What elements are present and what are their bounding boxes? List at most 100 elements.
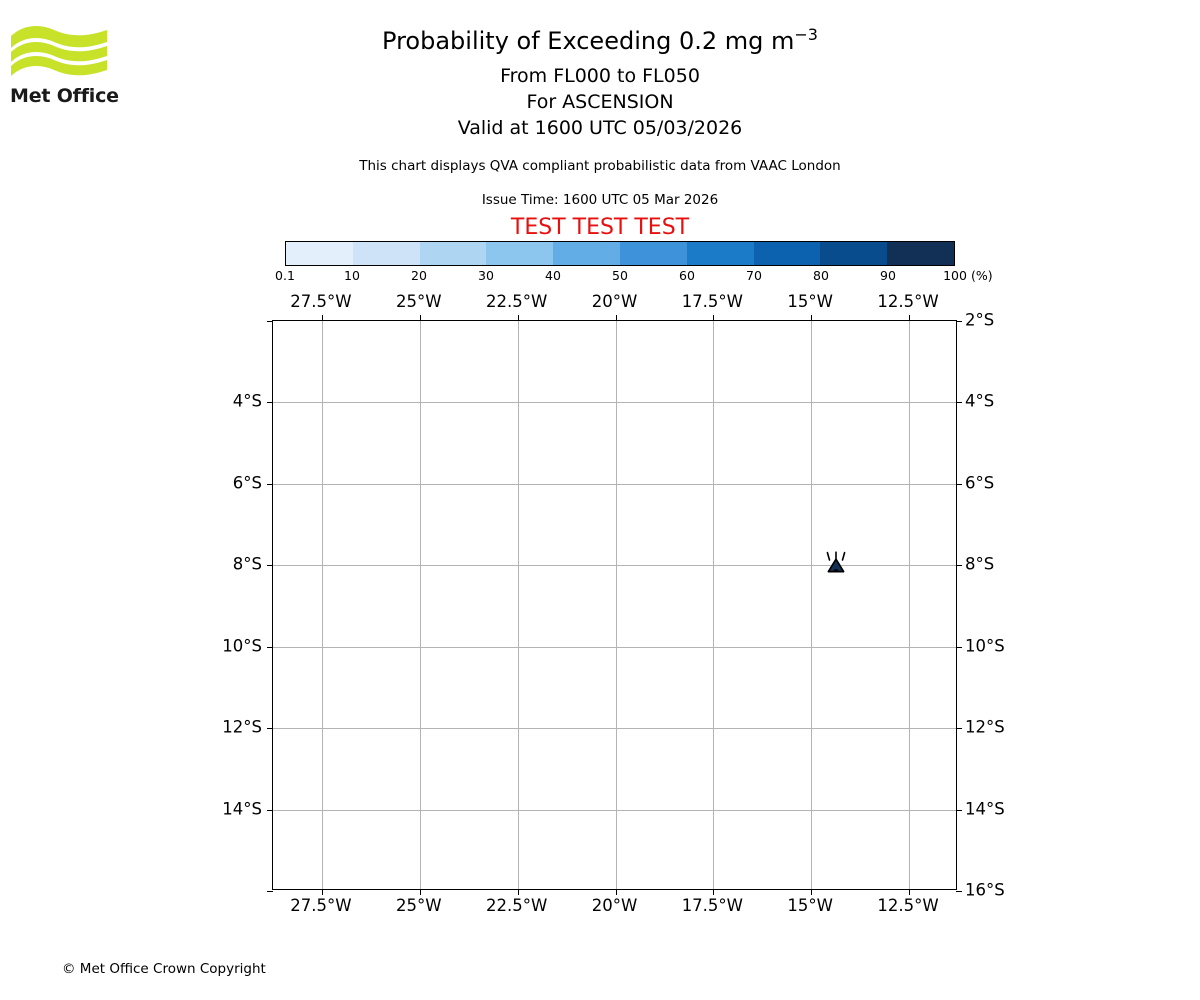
flight-level-subtitle: From FL000 to FL050 bbox=[500, 65, 700, 87]
colorbar-tick-30: 30 bbox=[478, 268, 494, 283]
colorbar-segment-0 bbox=[286, 242, 353, 265]
colorbar-segment-9 bbox=[887, 242, 954, 265]
colorbar-segment-2 bbox=[419, 242, 487, 265]
gridline-vertical-22.5°W bbox=[517, 321, 519, 889]
tickmark-right-4°S bbox=[956, 402, 962, 404]
qva-compliance-note: This chart displays QVA compliant probab… bbox=[359, 158, 841, 174]
colorbar-tick-90: 90 bbox=[880, 268, 896, 283]
lon-label-bottom-15°W: 15°W bbox=[787, 896, 833, 915]
colorbar-segment-5 bbox=[619, 242, 687, 265]
tickmark-right-16°S bbox=[956, 891, 962, 892]
chart-title-exponent: −3 bbox=[794, 25, 818, 44]
lat-label-left-10°S: 10°S bbox=[222, 636, 262, 656]
lon-label-bottom-27.5°W: 27.5°W bbox=[290, 896, 352, 915]
met-office-logo-text: Met Office bbox=[10, 85, 119, 107]
tickmark-right-12°S bbox=[956, 728, 962, 730]
latitude-axis-labels-right: 2°S 4°S 6°S 8°S 10°S 12°S 14°S 16°S bbox=[965, 311, 1085, 900]
gridline-horizontal-6°S bbox=[273, 483, 956, 485]
probability-colorbar bbox=[285, 241, 955, 266]
tickmark-left-12°S bbox=[267, 728, 273, 730]
tickmark-bottom-20°W bbox=[615, 889, 617, 895]
chart-title-text: Probability of Exceeding 0.2 mg m bbox=[382, 27, 795, 55]
tickmark-right-6°S bbox=[956, 483, 962, 485]
colorbar-tick-0.1: 0.1 bbox=[275, 268, 295, 283]
colorbar-tick-80: 80 bbox=[813, 268, 829, 283]
lat-label-right-12°S: 12°S bbox=[965, 717, 1005, 737]
gridline-horizontal-4°S bbox=[273, 402, 956, 404]
gridline-vertical-15°W bbox=[811, 321, 813, 889]
colorbar-tick-20: 20 bbox=[411, 268, 427, 283]
tickmark-left-6°S bbox=[267, 483, 273, 485]
lon-label-top-25°W: 25°W bbox=[396, 292, 442, 311]
map-gridlines bbox=[273, 321, 956, 889]
tickmark-bottom-17.5°W bbox=[713, 889, 715, 895]
colorbar-unit-label: (%) bbox=[971, 268, 993, 283]
met-office-logo: Met Office bbox=[10, 22, 120, 114]
tickmark-bottom-12.5°W bbox=[909, 889, 911, 895]
tickmark-left-2°S bbox=[267, 321, 273, 322]
met-office-wave-icon bbox=[11, 26, 107, 76]
valid-time-subtitle: Valid at 1600 UTC 05/03/2026 bbox=[457, 117, 743, 139]
tickmark-top-27.5°W bbox=[321, 315, 323, 321]
lon-label-bottom-12.5°W: 12.5°W bbox=[877, 896, 939, 915]
tickmark-top-20°W bbox=[615, 315, 617, 321]
tickmark-top-22.5°W bbox=[517, 315, 519, 321]
lat-label-right-16°S: 16°S bbox=[965, 880, 1005, 900]
colorbar-tick-70: 70 bbox=[746, 268, 762, 283]
volcano-marker-icon bbox=[825, 551, 847, 575]
colorbar-segment-4 bbox=[553, 242, 620, 265]
tickmark-right-2°S bbox=[956, 321, 962, 322]
tickmark-left-10°S bbox=[267, 646, 273, 648]
lon-label-top-15°W: 15°W bbox=[787, 292, 833, 311]
lat-label-right-4°S: 4°S bbox=[965, 391, 995, 411]
tickmark-right-10°S bbox=[956, 646, 962, 648]
gridline-vertical-25°W bbox=[419, 321, 421, 889]
lon-label-bottom-17.5°W: 17.5°W bbox=[681, 896, 743, 915]
tickmark-left-14°S bbox=[267, 809, 273, 811]
tickmark-bottom-27.5°W bbox=[321, 889, 323, 895]
lat-label-right-14°S: 14°S bbox=[965, 799, 1005, 819]
lat-label-right-6°S: 6°S bbox=[965, 473, 995, 493]
lon-label-bottom-20°W: 20°W bbox=[591, 896, 638, 915]
latitude-axis-labels-left: 4°S 6°S 8°S 10°S 12°S 14°S bbox=[150, 320, 262, 890]
location-subtitle: For ASCENSION bbox=[526, 91, 674, 113]
gridline-vertical-17.5°W bbox=[713, 321, 715, 889]
colorbar-tick-60: 60 bbox=[679, 268, 695, 283]
lon-label-bottom-22.5°W: 22.5°W bbox=[485, 896, 548, 915]
gridline-horizontal-8°S bbox=[273, 565, 956, 567]
colorbar-segment-1 bbox=[352, 242, 420, 265]
lon-label-top-27.5°W: 27.5°W bbox=[290, 292, 352, 311]
lat-label-left-12°S: 12°S bbox=[222, 717, 262, 737]
tickmark-right-14°S bbox=[956, 809, 962, 811]
tickmark-left-8°S bbox=[267, 565, 273, 567]
tickmark-top-25°W bbox=[419, 315, 421, 321]
lat-label-left-4°S: 4°S bbox=[232, 391, 262, 411]
colorbar-segment-7 bbox=[753, 242, 821, 265]
longitude-axis-labels-top: 27.5°W 25°W 22.5°W 20°W 17.5°W 15°W 12.5°W bbox=[272, 291, 957, 313]
map-plot-area[interactable] bbox=[267, 315, 962, 895]
lon-label-top-12.5°W: 12.5°W bbox=[877, 292, 939, 311]
lat-label-right-2°S: 2°S bbox=[965, 310, 995, 330]
tickmark-left-16°S bbox=[267, 891, 273, 892]
gridline-vertical-12.5°W bbox=[909, 321, 911, 889]
colorbar-segment-3 bbox=[486, 242, 554, 265]
colorbar-tick-labels: 0.1 10 20 30 40 50 60 70 80 90 100 bbox=[275, 268, 967, 288]
colorbar-tick-10: 10 bbox=[344, 268, 360, 283]
gridline-horizontal-10°S bbox=[273, 646, 956, 648]
lat-label-left-6°S: 6°S bbox=[232, 473, 262, 493]
tickmark-bottom-15°W bbox=[811, 889, 813, 895]
tickmark-top-12.5°W bbox=[909, 315, 911, 321]
lon-label-bottom-25°W: 25°W bbox=[396, 896, 442, 915]
lat-label-left-8°S: 8°S bbox=[232, 554, 262, 574]
issue-time-label: Issue Time: 1600 UTC 05 Mar 2026 bbox=[481, 192, 719, 208]
tickmark-bottom-25°W bbox=[419, 889, 421, 895]
gridline-horizontal-14°S bbox=[273, 809, 956, 811]
tickmark-bottom-22.5°W bbox=[517, 889, 519, 895]
colorbar-segment-8 bbox=[820, 242, 888, 265]
lon-label-top-20°W: 20°W bbox=[591, 292, 638, 311]
lat-label-right-10°S: 10°S bbox=[965, 636, 1005, 656]
colorbar-tick-40: 40 bbox=[545, 268, 561, 283]
tickmark-top-17.5°W bbox=[713, 315, 715, 321]
gridline-horizontal-12°S bbox=[273, 728, 956, 730]
tickmark-top-15°W bbox=[811, 315, 813, 321]
